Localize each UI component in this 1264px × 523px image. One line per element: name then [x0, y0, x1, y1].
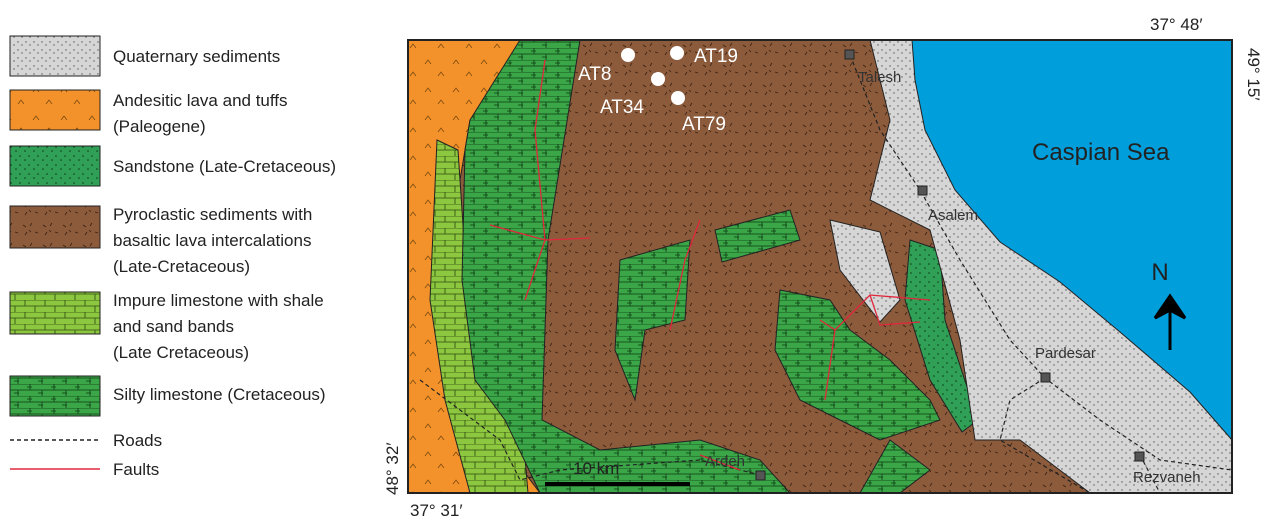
- sea-label: Caspian Sea: [1032, 139, 1170, 166]
- legend-label: Roads: [113, 431, 162, 450]
- sample-label: AT79: [682, 114, 726, 135]
- legend-label: (Late Cretaceous): [113, 343, 249, 362]
- coordinate: 48° 32′: [383, 442, 402, 495]
- town-label: Talesh: [858, 69, 901, 86]
- sample-label: AT8: [578, 64, 611, 85]
- legend-labels: Quaternary sediments Andesitic lava and t…: [113, 47, 336, 479]
- town-marker: [1041, 373, 1050, 382]
- town-marker: [918, 186, 927, 195]
- legend-swatch: [10, 146, 100, 186]
- legend-label: Andesitic lava and tuffs: [113, 91, 288, 110]
- legend-label: (Late-Cretaceous): [113, 257, 250, 276]
- town-marker: [756, 471, 765, 480]
- legend-label: Impure limestone with shale: [113, 291, 324, 310]
- legend-swatch: [10, 206, 100, 248]
- north-label: N: [1151, 259, 1168, 286]
- sample-point: [670, 46, 684, 60]
- coordinate: 37° 31′: [410, 501, 463, 520]
- town-label: Ardeh: [705, 453, 745, 470]
- sample-point: [621, 48, 635, 62]
- sample-label: AT19: [694, 46, 738, 67]
- legend-label: Sandstone (Late-Cretaceous): [113, 157, 336, 176]
- legend-label: (Paleogene): [113, 117, 206, 136]
- legend-swatch: [10, 376, 100, 416]
- map-figure: Quaternary sediments Andesitic lava and t…: [0, 0, 1264, 523]
- map: AT8 AT19 AT34 AT79 Talesh Asalem Pardesa…: [408, 40, 1232, 493]
- town-marker: [845, 50, 854, 59]
- legend-label: Faults: [113, 460, 159, 479]
- town-label: Asalem: [928, 207, 978, 224]
- legend-swatch: [10, 90, 100, 130]
- legend-label: Pyroclastic sediments with: [113, 205, 312, 224]
- legend: [10, 36, 100, 469]
- scale-label: 10 km: [573, 459, 619, 478]
- legend-swatch: [10, 292, 100, 334]
- town-label: Rezvaneh: [1133, 469, 1201, 486]
- legend-label: basaltic lava intercalations: [113, 231, 311, 250]
- coordinate: 37° 48′: [1150, 15, 1203, 34]
- sample-point: [671, 91, 685, 105]
- legend-label: and sand bands: [113, 317, 234, 336]
- sample-point: [651, 72, 665, 86]
- sample-label: AT34: [600, 97, 644, 118]
- coordinate: 49° 15′: [1244, 48, 1263, 101]
- legend-swatch: [10, 36, 100, 76]
- town-label: Pardesar: [1035, 345, 1096, 362]
- legend-label: Quaternary sediments: [113, 47, 280, 66]
- town-marker: [1135, 452, 1144, 461]
- legend-label: Silty limestone (Cretaceous): [113, 385, 326, 404]
